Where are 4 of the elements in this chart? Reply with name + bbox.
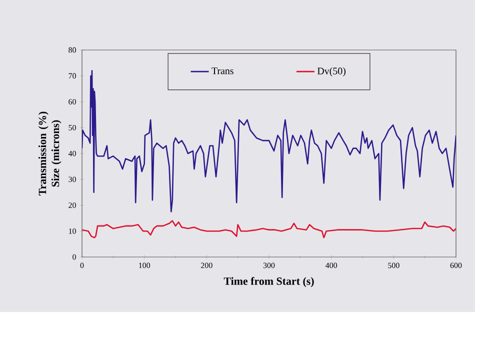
x-axis-title: Time from Start (s) bbox=[224, 277, 314, 288]
legend-label: Trans bbox=[212, 68, 234, 74]
y-axis-title: Transmission (%) Size (microns) bbox=[38, 112, 62, 196]
legend-label: Dv(50) bbox=[317, 67, 346, 76]
